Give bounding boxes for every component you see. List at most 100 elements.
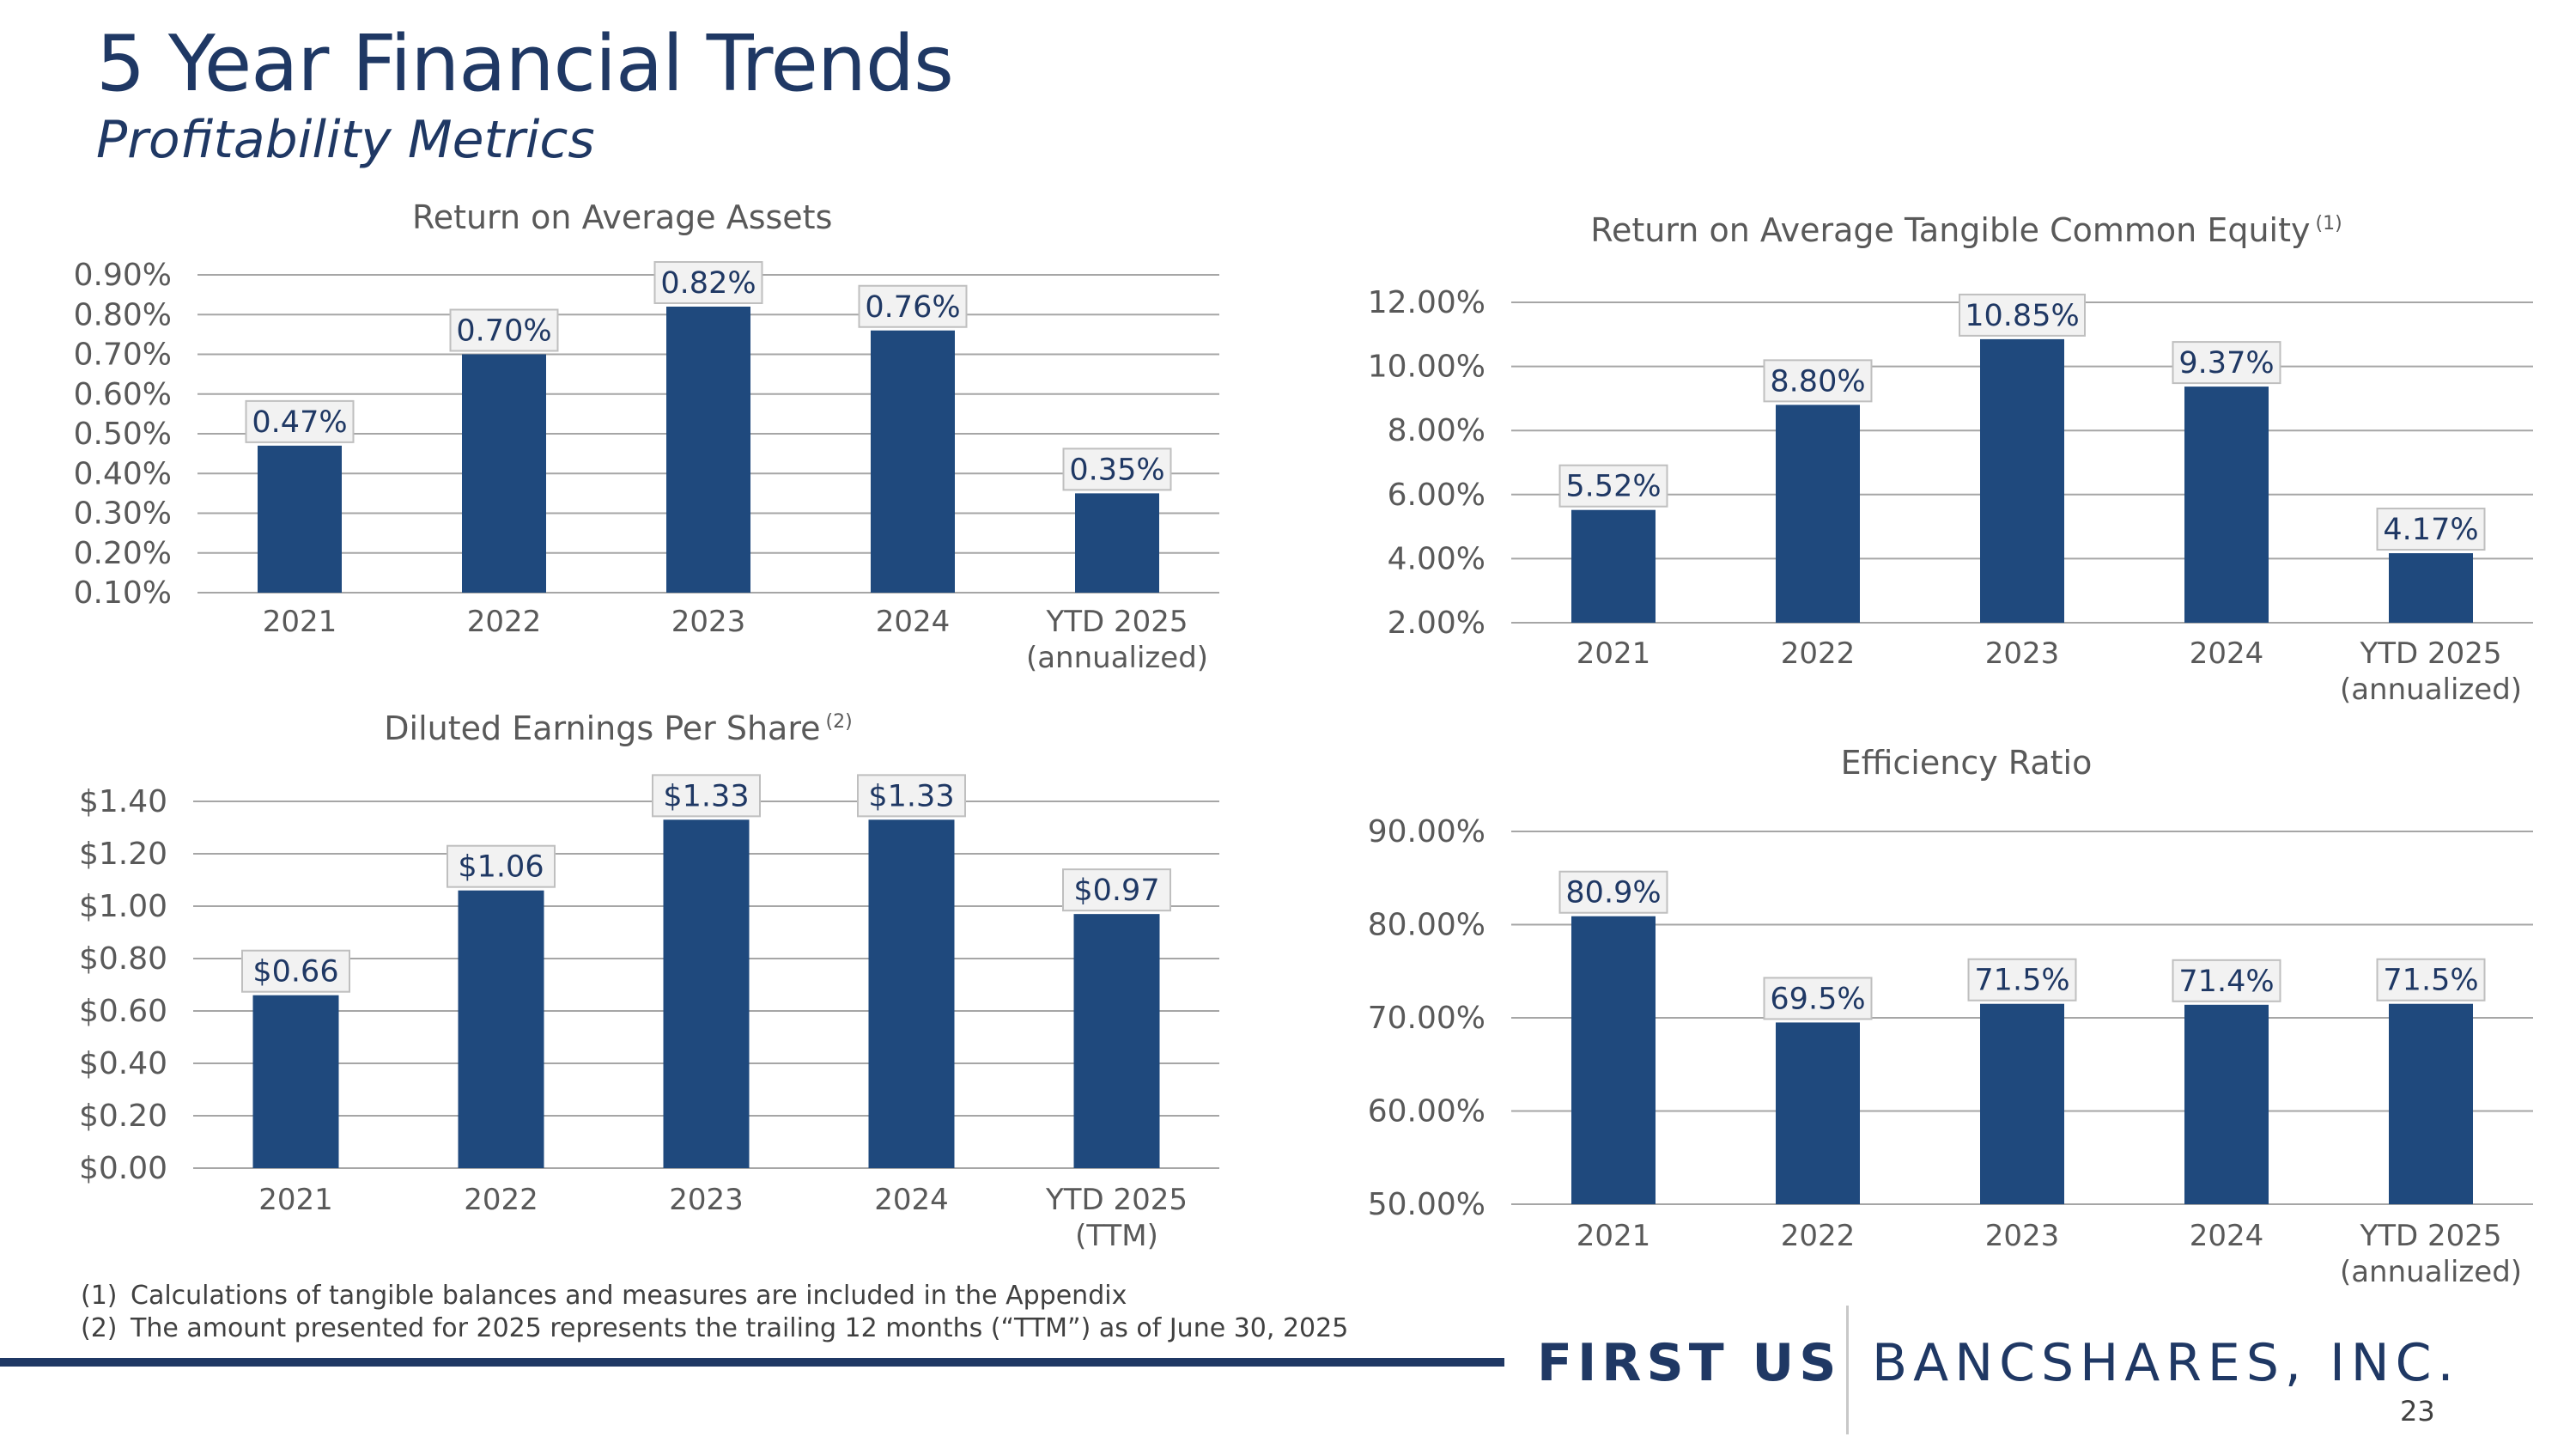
data-label-box [858, 284, 968, 328]
x-tick-label: 2024 [2190, 1219, 2264, 1253]
data-label: 69.5% [1770, 982, 1865, 1016]
footnote-number: (1) [81, 1281, 118, 1311]
chart-return-on-average-tangible-common-equity: Return on Average Tangible Common Equity… [1368, 206, 2559, 721]
y-tick-label: $1.40 [79, 784, 167, 819]
data-label-box [1062, 868, 1171, 912]
bar [2389, 1003, 2473, 1204]
x-tick-label: 2021 [1577, 1219, 1651, 1253]
data-label-box [2172, 959, 2281, 1002]
data-label-box [857, 774, 966, 818]
bar [1073, 914, 1160, 1168]
x-tick-label: 2024 [2190, 636, 2264, 671]
x-tick-label: YTD 2025 (TTM) [1045, 1183, 1188, 1253]
brand-divider [1846, 1306, 1849, 1434]
data-label: $1.06 [458, 850, 544, 885]
bar [458, 890, 544, 1168]
y-tick-label: 0.60% [74, 377, 172, 412]
x-tick-label: 2023 [1985, 636, 2060, 671]
data-label: 8.80% [1770, 364, 1865, 399]
y-tick-label: 0.40% [74, 456, 172, 491]
data-label: 71.5% [2383, 964, 2478, 998]
data-label-box [652, 774, 761, 818]
x-tick-label: 2022 [467, 605, 542, 639]
data-label: $1.33 [663, 779, 749, 813]
bar [1571, 916, 1656, 1204]
data-label-box [449, 308, 559, 352]
y-tick-label: 0.90% [74, 258, 172, 293]
chart-return-on-average-assets: Return on Average Assets 0.90% 0.80% 0.70%… [52, 193, 1236, 691]
chart-title: Return on Average Assets [412, 198, 832, 236]
page-title: 5 Year Financial Trends [96, 19, 954, 109]
chart-svg: 90.00% 80.00% 70.00% 60.00% 50.00% 80.9% 2021 6… [1368, 814, 2533, 1289]
data-label: 0.47% [252, 405, 347, 440]
y-tick-label: $0.20 [79, 1099, 167, 1134]
chart-svg: 0.90% 0.80% 0.70% 0.60% 0.50% 0.40% 0.30% 0.20%… [74, 258, 1219, 675]
data-label-box [653, 261, 763, 304]
x-tick-label: 2023 [669, 1183, 744, 1217]
chart-title-text: Diluted Earnings Per Share [384, 709, 821, 747]
data-label-box [447, 844, 556, 888]
data-label-box [1959, 293, 2086, 337]
y-tick-label: 8.00% [1388, 413, 1485, 448]
data-label-box [1763, 977, 1873, 1020]
data-label-box [1763, 359, 1873, 403]
y-tick-label: 0.20% [74, 536, 172, 571]
data-label: 71.5% [1974, 964, 2069, 998]
x-tick-label: 2021 [263, 605, 337, 639]
brand-logo-bancshares: BANCSHARES, INC. [1872, 1333, 2460, 1393]
data-label: 0.35% [1069, 453, 1164, 487]
y-tick-label: $1.00 [79, 889, 167, 924]
x-tick-label: 2021 [258, 1183, 333, 1217]
data-label-box [241, 949, 350, 993]
bar [666, 307, 750, 593]
data-label-box [1967, 958, 2077, 1002]
bar [871, 330, 955, 593]
y-tick-label: 4.00% [1388, 541, 1485, 576]
footnote: (2) The amount presented for 2025 repres… [81, 1312, 1348, 1345]
chart-diluted-earnings-per-share: Diluted Earnings Per Share (2) $1.40 $1.20… [52, 704, 1236, 1271]
y-tick-label: 60.00% [1368, 1094, 1485, 1129]
data-label: 0.76% [865, 290, 960, 325]
y-tick-label: $1.20 [79, 837, 167, 872]
data-label-box [2376, 958, 2486, 1002]
x-tick-label: 2024 [874, 1183, 949, 1217]
y-tick-label: 0.70% [74, 338, 172, 373]
data-label: $1.33 [868, 779, 954, 813]
data-label: 0.82% [660, 266, 756, 301]
y-tick-label: 12.00% [1368, 285, 1485, 320]
y-tick-label: 70.00% [1368, 1001, 1485, 1036]
y-tick-label: 50.00% [1368, 1187, 1485, 1222]
data-label-box [2172, 341, 2281, 385]
bar [663, 819, 750, 1168]
x-tick-label: 2024 [876, 605, 951, 639]
chart-efficiency-ratio: Efficiency Ratio 90.00% 80.00% 70.00% 60.00… [1368, 739, 2559, 1306]
footnote-text: The amount presented for 2025 represents… [131, 1313, 1349, 1343]
chart-footnote-ref: (1) [2315, 213, 2342, 235]
x-tick-label: 2022 [464, 1183, 538, 1217]
y-tick-label: $0.40 [79, 1046, 167, 1081]
chart-title: Return on Average Tangible Common Equity… [1374, 211, 2559, 249]
y-tick-label: 10.00% [1368, 350, 1485, 385]
chart-title-text: Return on Average Assets [412, 198, 833, 236]
chart-title: Efficiency Ratio [1374, 744, 2559, 782]
data-label: $0.97 [1073, 874, 1159, 908]
y-tick-label: $0.00 [79, 1151, 167, 1186]
y-tick-label: 80.00% [1368, 908, 1485, 943]
chart-title-text: Efficiency Ratio [1840, 744, 2093, 782]
data-label: 71.4% [2178, 965, 2274, 999]
page-number: 23 [2400, 1395, 2435, 1428]
page-subtitle: Profitability Metrics [96, 110, 595, 170]
chart-title: Diluted Earnings Per Share (2) [378, 709, 859, 747]
bar [1776, 1022, 1860, 1204]
data-label: 4.17% [2383, 513, 2478, 547]
footnote: (1) Calculations of tangible balances an… [81, 1280, 1348, 1312]
chart-title-text: Return on Average Tangible Common Equity [1590, 211, 2311, 249]
bar [1571, 509, 1656, 623]
data-label: 80.9% [1565, 876, 1661, 910]
data-label: $0.66 [252, 955, 338, 989]
y-tick-label: 0.80% [74, 297, 172, 332]
data-label-box [1558, 464, 1668, 508]
y-tick-label: 0.30% [74, 496, 172, 532]
x-tick-label: 2023 [671, 605, 746, 639]
y-tick-label: 6.00% [1388, 478, 1485, 513]
